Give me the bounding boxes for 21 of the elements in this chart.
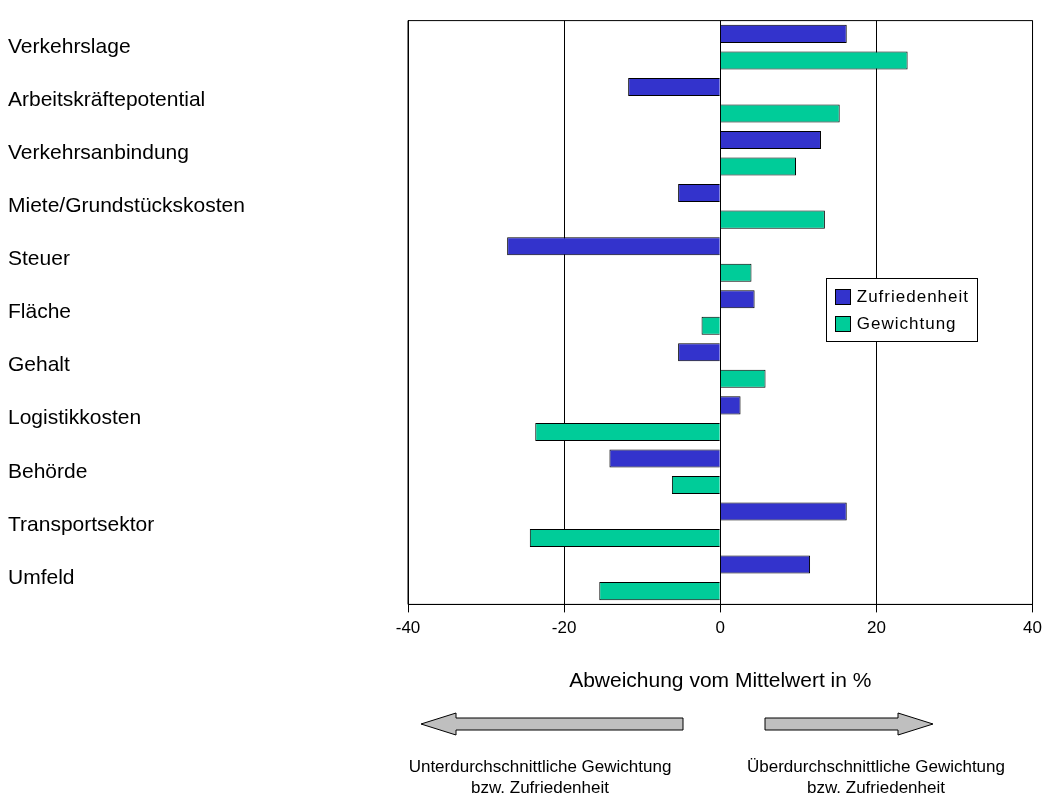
x-tick-label: 40 xyxy=(1023,618,1043,638)
y-tick-label: Behörde xyxy=(8,458,88,482)
y-tick-label: Verkehrsanbindung xyxy=(8,140,189,164)
y-tick-label: Umfeld xyxy=(8,564,75,588)
x-tick-label: 20 xyxy=(866,618,886,638)
y-tick-label: Fläche xyxy=(8,299,72,323)
legend-label: Zufriedenheit xyxy=(856,286,969,308)
x-axis-title: Abweichung vom Mittelwert in % xyxy=(569,668,872,692)
y-tick-label: Logistikkosten xyxy=(8,405,142,429)
y-tick-label: Verkehrslage xyxy=(8,33,131,57)
x-tick-label: 0 xyxy=(715,618,726,638)
y-tick-label: Steuer xyxy=(8,246,70,270)
y-tick-label: Miete/Grundstückskosten xyxy=(8,193,245,217)
y-tick-label: Arbeitskräftepotential xyxy=(8,87,206,111)
y-tick-label: Transportsektor xyxy=(8,511,155,535)
x-tick-label: -40 xyxy=(395,618,421,638)
legend-label: Gewichtung xyxy=(856,313,957,335)
x-tick-label: -20 xyxy=(551,618,577,638)
text: Überdurchschnittliche Gewichtung bzw. Zufriedenheit xyxy=(746,756,1006,798)
y-tick-label: Gehalt xyxy=(8,352,71,376)
text: Unterdurchschnittliche Gewichtung bzw. Zufriedenheit xyxy=(407,756,673,798)
